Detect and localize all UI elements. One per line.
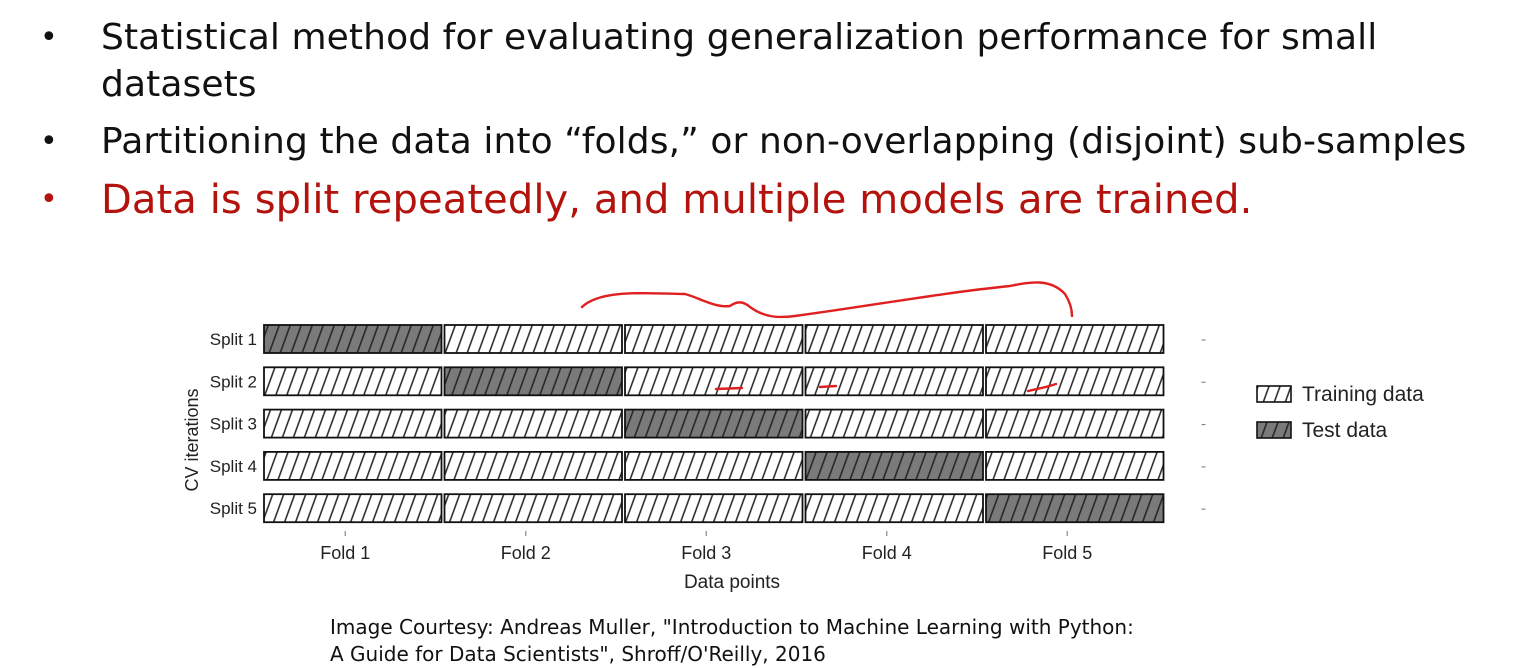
row-label: Split 5 xyxy=(210,499,257,518)
column-label: Fold 4 xyxy=(862,543,912,563)
fold-cell-hatch xyxy=(263,493,443,524)
annotation-mark-3 xyxy=(1026,382,1058,393)
fold-cell-hatch xyxy=(624,408,804,439)
column-label: Fold 5 xyxy=(1042,543,1092,563)
bullet-item-1: • Statistical method for evaluating gene… xyxy=(40,14,1510,108)
fold-cell-hatch xyxy=(624,493,804,524)
bullet-dot: • xyxy=(40,20,58,55)
bullet-list: • Statistical method for evaluating gene… xyxy=(40,14,1510,235)
fold-cell-hatch xyxy=(263,450,443,481)
fold-cell-hatch xyxy=(985,450,1165,481)
fold-cell-hatch xyxy=(443,450,623,481)
fold-cell-hatch xyxy=(263,408,443,439)
handwritten-annotations xyxy=(580,281,1074,393)
column-label: Fold 1 xyxy=(320,543,370,563)
cv-figure: Split 1 Split 2 Split 3 Split 4 Split 5 Fold… xyxy=(180,260,1440,600)
fold-cell-hatch xyxy=(804,408,984,439)
legend-label-test: Test data xyxy=(1302,419,1388,442)
fold-cell-hatch xyxy=(985,324,1165,354)
fold-cell-hatch xyxy=(985,408,1165,439)
caption-line-2: A Guide for Data Scientists", Shroff/O'R… xyxy=(330,642,826,666)
bullet-dot: • xyxy=(40,124,58,159)
legend-swatch-hatch xyxy=(1256,421,1292,439)
image-caption: Image Courtesy: Andreas Muller, "Introdu… xyxy=(330,614,1230,668)
fold-cell-hatch xyxy=(804,493,984,524)
fold-cell-hatch xyxy=(443,324,623,354)
legend-label-training: Training data xyxy=(1302,383,1424,406)
row-labels: Split 1 Split 2 Split 3 Split 4 Split 5 xyxy=(210,330,257,518)
bullet-item-2: • Partitioning the data into “folds,” or… xyxy=(40,118,1510,165)
bullet-dot: • xyxy=(40,182,58,217)
column-label: Fold 2 xyxy=(501,543,551,563)
fold-cell-hatch xyxy=(985,366,1165,397)
fold-cell-hatch xyxy=(985,493,1165,524)
annotation-mark-2 xyxy=(818,384,838,389)
cv-grid xyxy=(263,324,1206,524)
fold-cell-hatch xyxy=(443,493,623,524)
legend-swatch-hatch xyxy=(1256,385,1292,403)
bullet-text-2: Partitioning the data into “folds,” or n… xyxy=(101,121,1467,162)
legend: Training data Test data xyxy=(1256,383,1424,442)
row-label: Split 1 xyxy=(210,330,257,349)
bullet-text-1: Statistical method for evaluating genera… xyxy=(101,17,1378,105)
fold-cell-hatch xyxy=(624,450,804,481)
annotation-mark-1 xyxy=(714,386,744,391)
caption-line-1: Image Courtesy: Andreas Muller, "Introdu… xyxy=(330,615,1134,639)
fold-cell-hatch xyxy=(624,366,804,397)
cv-diagram: Split 1 Split 2 Split 3 Split 4 Split 5 Fold… xyxy=(182,281,1424,593)
fold-cell-hatch xyxy=(443,408,623,439)
fold-cell-hatch xyxy=(804,450,984,481)
row-label: Split 4 xyxy=(210,457,257,476)
fold-cell-hatch xyxy=(263,366,443,397)
fold-cell-hatch xyxy=(443,366,623,397)
y-axis-label: CV iterations xyxy=(182,388,202,491)
x-axis-label: Data points xyxy=(684,572,780,593)
column-label: Fold 3 xyxy=(681,543,731,563)
bullet-text-3: Data is split repeatedly, and multiple m… xyxy=(101,177,1253,223)
fold-cell-hatch xyxy=(804,324,984,354)
column-labels: Fold 1 Fold 2 Fold 3 Fold 4 Fold 5 xyxy=(320,531,1092,563)
fold-cell-hatch xyxy=(263,324,443,354)
row-label: Split 3 xyxy=(210,415,257,434)
row-label: Split 2 xyxy=(210,372,257,391)
bullet-item-3: • Data is split repeatedly, and multiple… xyxy=(40,175,1510,225)
annotation-curve xyxy=(580,281,1074,319)
fold-cell-hatch xyxy=(624,324,804,354)
fold-cell-hatch xyxy=(804,366,984,397)
